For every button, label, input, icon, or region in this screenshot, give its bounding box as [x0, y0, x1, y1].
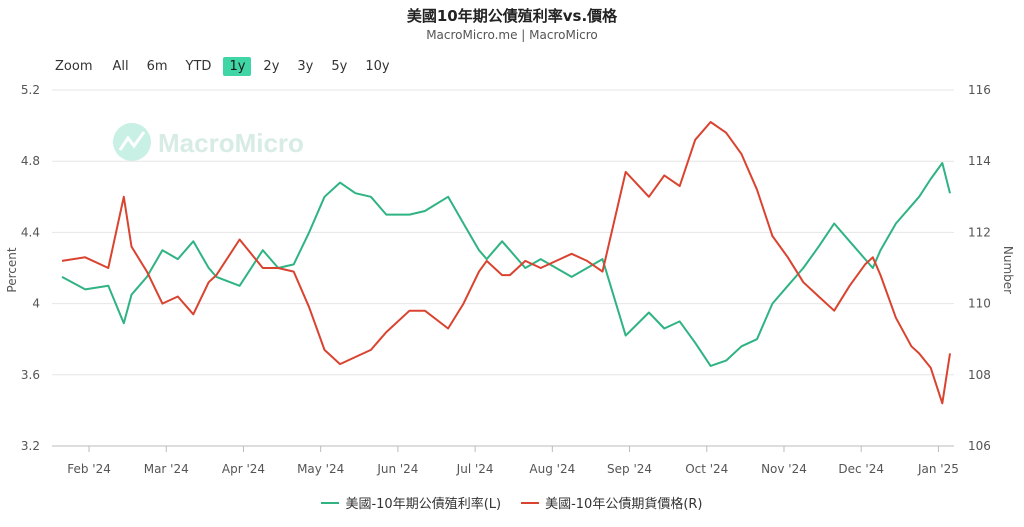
left-tick-label: 4.8: [21, 154, 40, 168]
left-tick-label: 3.6: [21, 368, 40, 382]
x-tick-label: Mar '24: [144, 462, 189, 476]
legend-item-yield[interactable]: 美國-10年期公債殖利率(L): [321, 493, 501, 512]
range-button-10y[interactable]: 10y: [365, 58, 390, 74]
range-selector: Zoom All 6m YTD 1y 2y 3y 5y 10y: [55, 55, 402, 77]
chart-title: 美國10年期公債殖利率vs.價格: [406, 7, 618, 25]
right-axis-ticks: 116 114 112 110 108 106: [968, 83, 991, 453]
left-axis-label: Percent: [5, 247, 19, 292]
right-axis-label: Number: [1001, 246, 1015, 294]
x-tick-label: Feb '24: [67, 462, 111, 476]
right-tick-label: 106: [968, 439, 991, 453]
x-tick-label: Dec '24: [838, 462, 884, 476]
range-button-1y[interactable]: 1y: [223, 56, 252, 76]
x-tick-label: Sep '24: [607, 462, 652, 476]
legend: 美國-10年期公債殖利率(L) 美國-10年公債期貨價格(R): [0, 493, 1024, 512]
watermark-icon-mark: [118, 131, 146, 151]
legend-swatch-yield: [321, 501, 340, 504]
grid-lines: [52, 89, 954, 447]
zoom-label: Zoom: [55, 58, 93, 74]
watermark-text: MacroMicro: [158, 128, 304, 158]
left-tick-label: 4: [32, 297, 40, 311]
range-button-2y[interactable]: 2y: [263, 58, 280, 74]
watermark-logo: MacroMicro: [113, 123, 304, 161]
price-series-line: [61, 121, 951, 405]
left-tick-label: 5.2: [21, 83, 40, 97]
range-button-5y[interactable]: 5y: [331, 58, 348, 74]
x-tick-label: Apr '24: [222, 462, 265, 476]
legend-swatch-price: [521, 501, 540, 504]
x-tick-label: May '24: [297, 462, 344, 476]
x-axis-ticks: Feb '24 Mar '24 Apr '24 May '24 Jun '24 Jul '…: [67, 446, 959, 476]
x-tick-label: Jan '25: [917, 462, 959, 476]
right-tick-label: 114: [968, 154, 991, 168]
series-group: [61, 121, 951, 405]
right-tick-label: 110: [968, 297, 991, 311]
right-tick-label: 112: [968, 225, 991, 239]
range-button-6m[interactable]: 6m: [146, 58, 168, 74]
left-axis-ticks: 5.2 4.8 4.4 4 3.6 3.2: [21, 83, 40, 453]
x-tick-label: Nov '24: [761, 462, 807, 476]
x-tick-label: Jun '24: [376, 462, 418, 476]
range-button-3y[interactable]: 3y: [297, 58, 314, 74]
legend-label-price: 美國-10年公債期貨價格(R): [545, 497, 703, 512]
x-tick-label: Oct '24: [685, 462, 728, 476]
left-tick-label: 4.4: [21, 225, 40, 239]
legend-item-price[interactable]: 美國-10年公債期貨價格(R): [521, 493, 703, 512]
right-tick-label: 108: [968, 368, 991, 382]
x-tick-label: Aug '24: [529, 462, 575, 476]
yield-series-line: [61, 162, 951, 367]
range-button-all[interactable]: All: [112, 58, 129, 74]
left-tick-label: 3.2: [21, 439, 40, 453]
x-tick-label: Jul '24: [456, 462, 494, 476]
right-tick-label: 116: [968, 83, 991, 97]
chart-subtitle: MacroMicro.me | MacroMicro: [426, 28, 598, 42]
range-button-ytd[interactable]: YTD: [185, 58, 212, 74]
legend-label-yield: 美國-10年期公債殖利率(L): [345, 497, 502, 512]
